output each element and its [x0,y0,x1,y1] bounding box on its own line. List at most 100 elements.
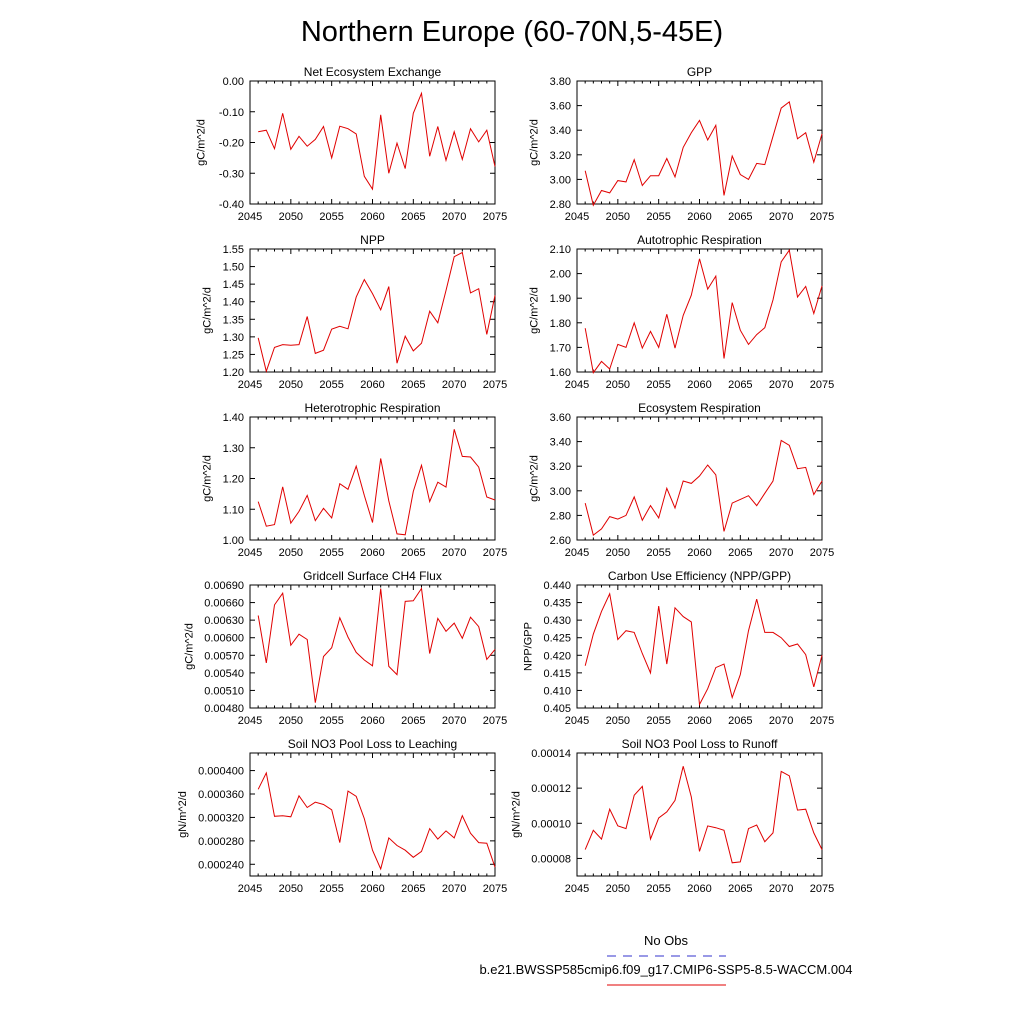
x-tick-label: 2065 [728,547,752,559]
x-tick-label: 2050 [606,883,630,895]
y-axis-label: gC/m^2/d [183,623,195,670]
y-tick-label: 3.20 [550,461,571,473]
x-tick-label: 2050 [606,547,630,559]
y-tick-label: 0.00660 [204,598,244,610]
y-axis-label: gC/m^2/d [529,119,541,166]
x-tick-label: 2065 [728,883,752,895]
y-tick-label: 0.00480 [204,703,244,715]
x-tick-label: 2070 [442,379,466,391]
y-tick-label: 0.00630 [204,615,244,627]
y-tick-label: 2.60 [550,535,571,547]
plot-frame [576,752,823,877]
series-line [584,248,823,374]
y-tick-label: 3.80 [550,76,571,88]
panel-title: Soil NO3 Pool Loss to Leaching [288,737,457,751]
x-tick-label: 2060 [360,883,384,895]
panel-title: Ecosystem Respiration [638,401,761,415]
x-tick-label: 2050 [279,883,303,895]
y-tick-label: 0.000320 [198,812,244,824]
series-line [258,91,496,191]
plot-frame [249,248,496,373]
y-tick-label: 1.35 [223,314,244,326]
x-tick-label: 2055 [319,715,343,727]
y-tick-label: 2.80 [550,199,571,211]
x-tick-label: 2075 [483,883,507,895]
x-tick-label: 2070 [769,547,793,559]
x-tick-label: 2045 [565,715,589,727]
x-tick-label: 2045 [565,211,589,223]
plot-frame [576,416,823,541]
y-tick-label: 1.80 [550,318,571,330]
x-tick-label: 2045 [238,715,262,727]
y-tick-label: 0.00 [223,76,244,88]
y-tick-label: 1.25 [223,349,244,361]
chart-panel: Soil NO3 Pool Loss to Runoff 2045 2050 2055… [510,737,834,895]
y-axis-label: gC/m^2/d [202,287,214,334]
y-tick-label: 3.20 [550,150,571,162]
y-tick-label: 1.90 [550,293,571,305]
x-tick-label: 2070 [442,883,466,895]
x-tick-label: 2070 [442,715,466,727]
x-tick-label: 2050 [606,211,630,223]
x-tick-label: 2050 [279,547,303,559]
y-tick-label: 1.20 [223,367,244,379]
series-line [584,101,823,207]
legend-model-label: b.e21.BWSSP585cmip6.f09_g17.CMIP6-SSP5-8… [479,962,852,977]
series-line [584,766,823,864]
y-tick-label: 0.00570 [204,650,244,662]
y-tick-label: 1.10 [223,504,244,516]
y-tick-label: 0.430 [543,615,571,627]
y-tick-label: 1.45 [223,279,244,291]
panel-title: Heterotrophic Respiration [304,401,440,415]
chart-panel: Net Ecosystem Exchange 2045 2050 2055 2060 20… [196,65,508,223]
panel-title: Gridcell Surface CH4 Flux [303,569,442,583]
y-tick-label: 0.000240 [198,859,244,871]
x-tick-label: 2075 [483,715,507,727]
y-tick-label: -0.40 [219,199,244,211]
x-tick-label: 2075 [483,211,507,223]
y-tick-label: 2.00 [550,269,571,281]
y-tick-label: 1.20 [223,474,244,486]
x-tick-label: 2070 [442,211,466,223]
x-tick-label: 2065 [401,547,425,559]
x-tick-label: 2070 [769,379,793,391]
panels: Net Ecosystem Exchange 2045 2050 2055 2060 20… [177,65,834,895]
x-tick-label: 2050 [279,211,303,223]
series-line [257,771,496,871]
panel-title: NPP [360,233,385,247]
x-tick-label: 2070 [769,715,793,727]
x-tick-label: 2045 [238,547,262,559]
x-tick-label: 2065 [401,883,425,895]
x-tick-label: 2050 [279,715,303,727]
y-tick-label: 3.40 [550,437,571,449]
y-tick-label: 0.425 [543,633,571,645]
x-tick-label: 2050 [606,715,630,727]
y-tick-label: 1.55 [223,244,244,256]
x-tick-label: 2055 [319,211,343,223]
figure-title: Northern Europe (60-70N,5-45E) [301,16,723,48]
y-axis-label: gN/m^2/d [510,791,522,838]
series-line [257,587,496,703]
y-axis-label: gC/m^2/d [529,455,541,502]
y-tick-label: 2.10 [550,244,571,256]
x-tick-label: 2055 [319,883,343,895]
y-tick-label: 2.80 [550,510,571,522]
chart-panel: Ecosystem Respiration 2045 2050 2055 2060 206… [529,401,835,559]
y-tick-label: 0.00012 [531,783,571,795]
x-tick-label: 2060 [687,547,711,559]
series-line [584,439,823,536]
x-tick-label: 2060 [360,715,384,727]
x-tick-label: 2055 [646,379,670,391]
x-tick-label: 2055 [646,547,670,559]
y-tick-label: 0.00008 [531,853,571,865]
chart-panel: Carbon Use Efficiency (NPP/GPP) 2045 2050 2… [523,569,835,727]
y-tick-label: 0.440 [543,580,571,592]
x-tick-label: 2065 [401,211,425,223]
plot-frame [249,584,496,709]
y-axis-label: gC/m^2/d [529,287,541,334]
y-axis-label: gN/m^2/d [177,791,189,838]
x-tick-label: 2075 [810,379,834,391]
y-tick-label: 1.30 [223,332,244,344]
y-tick-label: 0.00510 [204,685,244,697]
